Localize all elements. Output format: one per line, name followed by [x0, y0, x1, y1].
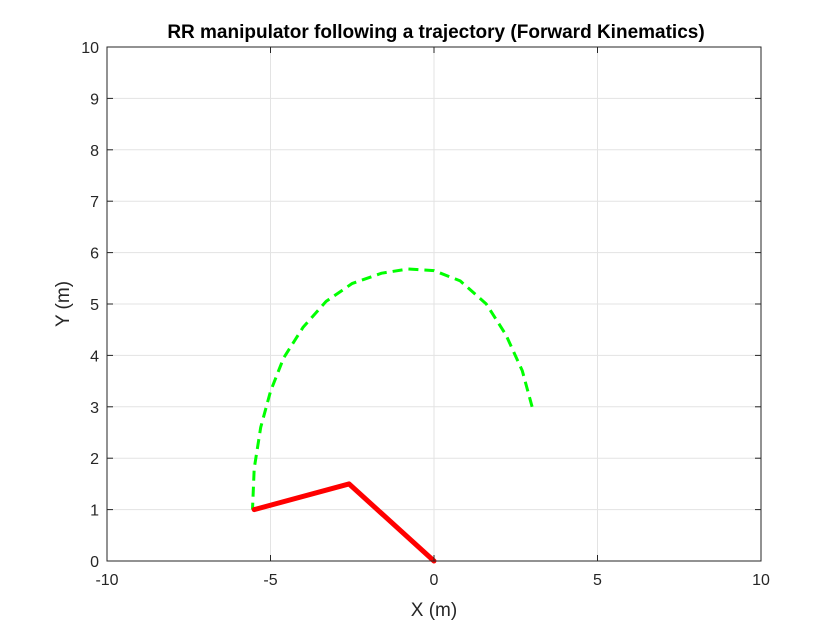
x-tick-label: 10: [752, 572, 770, 589]
y-tick-label: 4: [90, 348, 99, 365]
series-group: [251, 267, 534, 564]
x-tick-label: -5: [263, 572, 277, 589]
manipulator-links: [251, 481, 437, 564]
x-tick-label: 0: [430, 572, 439, 589]
y-axis: 0 1 2 3 4 5 6 7 8 9 10: [81, 40, 761, 571]
y-tick-label: 2: [90, 451, 99, 468]
y-axis-label: Y (m): [53, 281, 74, 327]
y-tick-label: 1: [90, 503, 99, 520]
chart-title: RR manipulator following a trajectory (F…: [167, 22, 704, 43]
grid: [106, 46, 762, 562]
y-tick-label: 0: [90, 554, 99, 571]
y-tick-label: 8: [90, 143, 99, 160]
y-tick-label: 9: [90, 91, 99, 108]
y-tick-label: 5: [90, 297, 99, 314]
y-tick-label: 10: [81, 40, 99, 57]
y-tick-label: 6: [90, 246, 99, 263]
trajectory-line: [251, 267, 534, 510]
y-tick-label: 7: [90, 194, 99, 211]
y-tick-label: 3: [90, 400, 99, 417]
x-tick-label: -10: [95, 572, 118, 589]
x-axis-label: X (m): [411, 600, 457, 621]
x-axis: -10 -5 0 5 10: [95, 47, 770, 589]
x-tick-label: 5: [593, 572, 602, 589]
